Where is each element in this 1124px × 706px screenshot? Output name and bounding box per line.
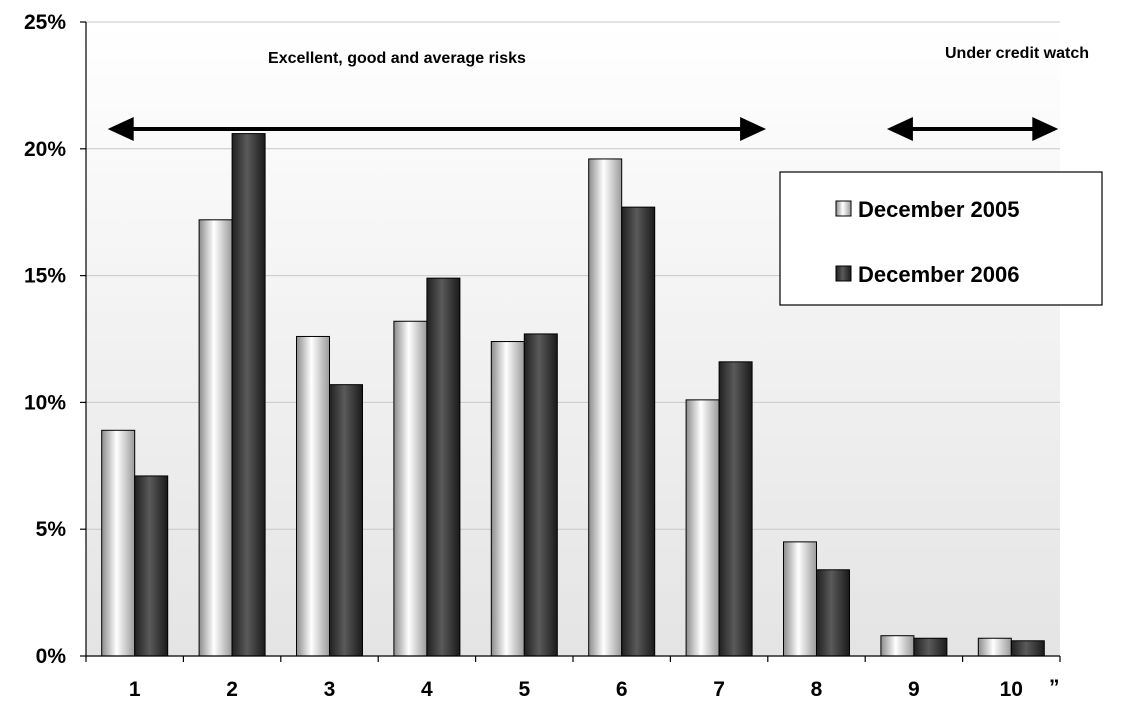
- x-tick-labels: 1 2 3 4 5 6 7 8 9 10 ”: [129, 676, 1060, 701]
- axes: [80, 21, 1061, 662]
- bar-series-2: [523, 333, 558, 657]
- annotation-label: Excellent, good and average risks: [268, 50, 526, 67]
- y-tick-label: 0%: [36, 645, 67, 668]
- bar-series-2: [913, 637, 948, 657]
- bars: [101, 133, 1045, 657]
- bar-series-1: [588, 158, 623, 657]
- arrow-head-left: [107, 117, 134, 141]
- bar-series-2: [329, 384, 363, 657]
- legend-box: [779, 171, 1103, 306]
- x-tick-label: 6: [616, 678, 628, 701]
- x-tick-label: 2: [226, 678, 238, 701]
- x-tick-label: 1: [129, 678, 141, 701]
- y-tick-label: 20%: [24, 138, 66, 161]
- bar-series-1: [490, 341, 525, 657]
- y-tick-label: 5%: [36, 518, 67, 541]
- y-tick-labels: 0% 5% 10% 15% 20% 25%: [24, 11, 66, 668]
- bar-series-1: [393, 320, 428, 657]
- bar-series-1: [977, 637, 1012, 657]
- legend-swatch-series-1: [835, 200, 852, 217]
- legend-label-series-2: December 2006: [858, 262, 1019, 287]
- bar-series-1: [880, 635, 915, 657]
- bar-series-2: [621, 206, 656, 657]
- x-tick-label: 10: [1000, 678, 1023, 701]
- bar-series-2: [134, 475, 169, 657]
- x-tick-label: 3: [324, 678, 336, 701]
- arrow-head-right: [740, 117, 767, 141]
- bar-series-2: [816, 569, 850, 657]
- bar-series-2: [231, 133, 266, 657]
- trailing-quote-mark: ”: [1049, 676, 1060, 699]
- y-tick-label: 25%: [24, 11, 66, 34]
- arrow-head-right: [1032, 117, 1059, 141]
- x-tick-label: 9: [908, 678, 920, 701]
- annotation-label: Under credit watch: [945, 45, 1089, 62]
- x-tick-label: 7: [713, 678, 725, 701]
- bar-series-1: [198, 219, 233, 657]
- arrow-head-left: [886, 117, 913, 141]
- legend-swatch-series-2: [835, 265, 852, 282]
- x-tick-label: 5: [518, 678, 530, 701]
- bar-series-2: [426, 277, 461, 657]
- bar-series-2: [718, 361, 753, 657]
- bar-series-1: [296, 335, 330, 657]
- bar-series-1: [685, 399, 720, 657]
- y-tick-label: 10%: [24, 391, 66, 414]
- x-tick-label: 4: [421, 678, 433, 701]
- bar-series-1: [101, 429, 136, 657]
- bar-series-2: [1010, 640, 1045, 657]
- legend-label-series-1: December 2005: [858, 197, 1019, 222]
- y-tick-label: 15%: [24, 265, 66, 288]
- annotations: Excellent, good and average risks Under c…: [107, 45, 1089, 141]
- x-tick-label: 8: [811, 678, 823, 701]
- bar-series-1: [783, 541, 817, 657]
- legend: December 2005 December 2006: [779, 171, 1103, 306]
